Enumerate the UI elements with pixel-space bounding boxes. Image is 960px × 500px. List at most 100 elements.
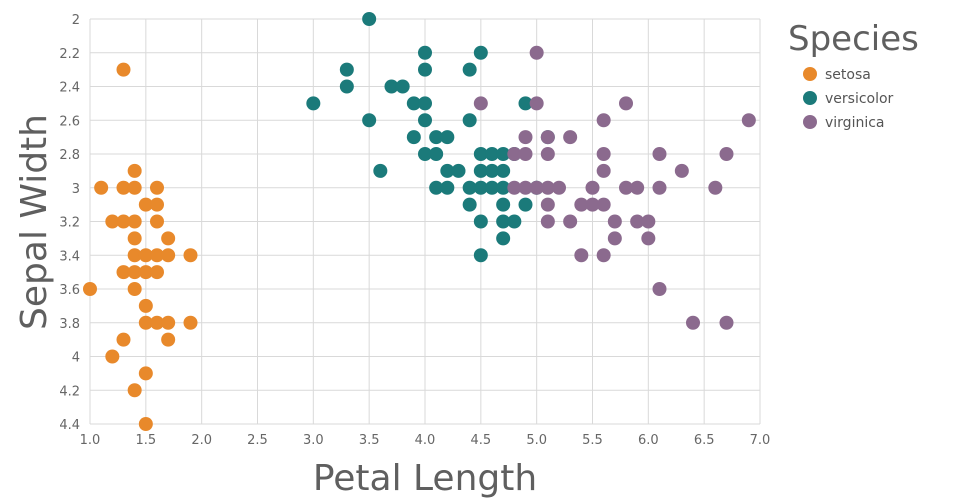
- data-point-virginica: [518, 130, 533, 145]
- x-tick-label: 1.5: [135, 433, 156, 448]
- data-point-setosa: [150, 265, 164, 280]
- data-point-setosa: [83, 282, 97, 296]
- data-point-virginica: [518, 180, 533, 195]
- data-point-versicolor: [395, 79, 410, 94]
- data-point-virginica: [741, 113, 756, 128]
- data-point-setosa: [138, 197, 153, 212]
- data-point-virginica: [619, 96, 633, 111]
- data-point-versicolor: [429, 130, 444, 145]
- data-point-versicolor: [485, 163, 499, 178]
- data-point-virginica: [619, 180, 633, 195]
- data-point-versicolor: [496, 180, 511, 195]
- data-point-setosa: [94, 180, 109, 195]
- data-point-setosa: [116, 265, 131, 280]
- grid-layer: [89, 18, 761, 425]
- data-point-versicolor: [496, 147, 511, 161]
- data-point-setosa: [105, 349, 120, 364]
- data-point-virginica: [686, 315, 700, 330]
- data-point-versicolor: [406, 130, 421, 145]
- data-point-virginica: [596, 113, 611, 128]
- x-axis-title: Petal Length: [313, 458, 537, 499]
- y-tick-label: 3.2: [59, 216, 80, 231]
- y-tick-label: 2.8: [59, 148, 80, 163]
- data-point-virginica: [585, 197, 600, 212]
- data-point-versicolor: [440, 180, 455, 195]
- data-point-virginica: [507, 147, 522, 161]
- data-point-setosa: [138, 248, 153, 263]
- data-point-virginica: [540, 180, 555, 195]
- data-point-versicolor: [473, 214, 488, 229]
- data-point-setosa: [138, 366, 153, 381]
- data-point-setosa: [150, 248, 164, 263]
- data-point-versicolor: [339, 79, 354, 94]
- x-tick-label: 1.0: [80, 433, 101, 448]
- x-tick-label: 3.0: [303, 433, 324, 448]
- data-point-setosa: [116, 214, 131, 229]
- data-point-versicolor: [496, 231, 511, 246]
- data-point-setosa: [116, 180, 131, 195]
- data-point-versicolor: [440, 163, 455, 178]
- data-point-setosa: [150, 214, 164, 229]
- legend: Species setosa versicolor virginica: [788, 19, 919, 131]
- legend-marker-virginica: [803, 115, 817, 129]
- data-point-setosa: [127, 163, 142, 178]
- data-point-versicolor: [462, 113, 477, 128]
- data-point-setosa: [161, 248, 176, 263]
- data-point-versicolor: [473, 45, 488, 60]
- legend-label-versicolor: versicolor: [825, 91, 894, 107]
- x-tick-label: 2.0: [191, 433, 212, 448]
- data-point-versicolor: [507, 214, 522, 229]
- x-tick-label: 5.5: [582, 433, 603, 448]
- x-tick-label: 5.0: [526, 433, 547, 448]
- data-point-versicolor: [496, 214, 511, 229]
- y-tick-label: 4.2: [59, 384, 80, 399]
- data-point-versicolor: [406, 96, 421, 111]
- data-point-virginica: [630, 214, 645, 229]
- data-point-virginica: [529, 45, 544, 60]
- data-point-versicolor: [440, 130, 455, 145]
- data-point-setosa: [183, 315, 198, 330]
- data-point-setosa: [127, 214, 142, 229]
- y-tick-label: 2.4: [59, 81, 80, 96]
- x-tick-label: 3.5: [359, 433, 380, 448]
- data-point-versicolor: [429, 147, 444, 161]
- data-point-versicolor: [473, 147, 488, 161]
- data-point-versicolor: [462, 62, 477, 77]
- data-point-virginica: [540, 147, 555, 161]
- data-point-virginica: [641, 214, 656, 229]
- data-point-versicolor: [384, 79, 399, 94]
- data-point-virginica: [674, 163, 689, 178]
- data-point-virginica: [652, 282, 667, 296]
- data-point-virginica: [507, 180, 522, 195]
- data-point-versicolor: [362, 12, 377, 26]
- data-point-setosa: [116, 62, 131, 77]
- data-point-virginica: [529, 180, 544, 195]
- data-point-versicolor: [429, 180, 444, 195]
- data-point-virginica: [563, 214, 578, 229]
- data-point-versicolor: [306, 96, 321, 111]
- data-point-setosa: [150, 197, 164, 212]
- data-point-virginica: [574, 248, 589, 263]
- data-point-setosa: [116, 332, 131, 347]
- data-point-versicolor: [451, 163, 466, 178]
- data-point-setosa: [105, 214, 120, 229]
- data-point-setosa: [161, 332, 176, 347]
- data-point-versicolor: [418, 96, 432, 111]
- x-tick-label: 2.5: [247, 433, 268, 448]
- data-point-virginica: [473, 96, 488, 111]
- data-point-versicolor: [339, 62, 354, 77]
- legend-label-virginica: virginica: [825, 115, 885, 131]
- data-point-versicolor: [462, 197, 477, 212]
- data-point-versicolor: [418, 113, 432, 128]
- data-point-virginica: [529, 96, 544, 111]
- data-point-versicolor: [473, 248, 488, 263]
- legend-label-setosa: setosa: [825, 67, 871, 83]
- data-point-virginica: [630, 180, 645, 195]
- data-point-versicolor: [418, 62, 432, 77]
- data-point-virginica: [708, 180, 723, 195]
- data-point-virginica: [719, 315, 734, 330]
- data-point-virginica: [607, 231, 622, 246]
- data-point-virginica: [596, 248, 611, 263]
- data-point-setosa: [150, 315, 164, 330]
- data-point-setosa: [150, 180, 164, 195]
